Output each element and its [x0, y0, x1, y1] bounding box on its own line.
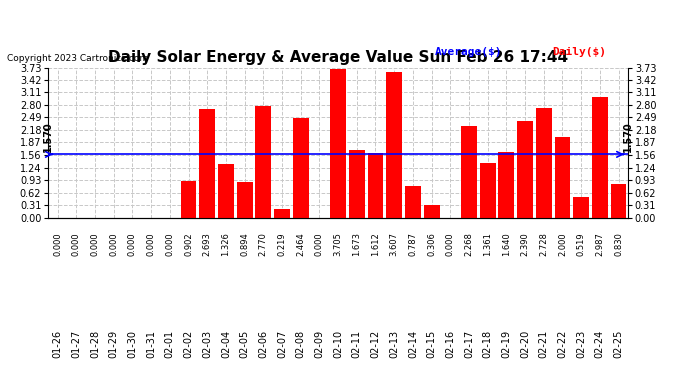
Bar [592, 98, 608, 218]
Text: 1.570: 1.570 [43, 122, 53, 152]
Text: 02-22: 02-22 [558, 330, 567, 358]
Title: Daily Solar Energy & Average Value Sun Feb 26 17:44: Daily Solar Energy & Average Value Sun F… [108, 50, 568, 65]
Bar [611, 184, 627, 218]
Bar [517, 122, 533, 218]
Text: 01-31: 01-31 [146, 330, 156, 358]
Bar [293, 118, 308, 218]
Bar [386, 72, 402, 217]
Text: 01-27: 01-27 [71, 330, 81, 358]
Bar [461, 126, 477, 218]
Text: 01-28: 01-28 [90, 330, 100, 358]
Text: 2.000: 2.000 [558, 232, 567, 256]
Bar [218, 164, 234, 218]
Text: 2.987: 2.987 [595, 232, 604, 256]
Text: 2.693: 2.693 [203, 232, 212, 256]
Text: 0.000: 0.000 [53, 232, 62, 256]
Text: 02-18: 02-18 [483, 330, 493, 358]
Bar [480, 163, 495, 218]
Text: 2.770: 2.770 [259, 232, 268, 256]
Text: 2.268: 2.268 [464, 232, 473, 256]
Text: 0.519: 0.519 [577, 232, 586, 256]
Text: 0.306: 0.306 [427, 232, 436, 256]
Text: 02-24: 02-24 [595, 330, 605, 358]
Text: 02-13: 02-13 [389, 330, 400, 358]
Text: 1.361: 1.361 [483, 232, 492, 256]
Text: 2.390: 2.390 [520, 232, 529, 256]
Text: 02-10: 02-10 [333, 330, 343, 358]
Text: 02-15: 02-15 [426, 330, 437, 358]
Text: 0.830: 0.830 [614, 232, 623, 256]
Text: 02-11: 02-11 [352, 330, 362, 358]
Text: 02-08: 02-08 [296, 330, 306, 358]
Text: 1.570: 1.570 [623, 122, 633, 152]
Bar [330, 69, 346, 218]
Bar [274, 209, 290, 218]
Bar [255, 106, 271, 218]
Text: 02-12: 02-12 [371, 330, 380, 358]
Text: 02-14: 02-14 [408, 330, 418, 358]
Text: 1.640: 1.640 [502, 232, 511, 256]
Text: 01-29: 01-29 [109, 330, 119, 358]
Text: 2.728: 2.728 [540, 232, 549, 256]
Text: Copyright 2023 Cartronics.com: Copyright 2023 Cartronics.com [7, 54, 148, 63]
Text: 01-26: 01-26 [52, 330, 63, 358]
Text: 02-23: 02-23 [576, 330, 586, 358]
Text: 02-09: 02-09 [315, 330, 324, 358]
Text: 0.787: 0.787 [408, 232, 417, 256]
Text: 2.464: 2.464 [296, 232, 305, 256]
Text: 0.000: 0.000 [109, 232, 118, 256]
Text: 02-16: 02-16 [445, 330, 455, 358]
Text: 02-02: 02-02 [184, 330, 193, 358]
Text: Daily($): Daily($) [552, 47, 606, 57]
Text: 02-07: 02-07 [277, 330, 287, 358]
Bar [424, 205, 440, 218]
Bar [405, 186, 421, 218]
Text: 0.000: 0.000 [72, 232, 81, 256]
Text: 0.902: 0.902 [184, 232, 193, 256]
Text: 02-21: 02-21 [539, 330, 549, 358]
Text: 02-05: 02-05 [239, 330, 250, 358]
Bar [536, 108, 552, 218]
Bar [181, 181, 197, 218]
Text: 02-04: 02-04 [221, 330, 231, 358]
Text: 0.000: 0.000 [315, 232, 324, 256]
Text: 1.326: 1.326 [221, 232, 230, 256]
Text: 0.000: 0.000 [147, 232, 156, 256]
Text: 02-20: 02-20 [520, 330, 530, 358]
Text: 02-01: 02-01 [165, 330, 175, 358]
Text: 02-25: 02-25 [613, 330, 624, 358]
Text: 1.673: 1.673 [353, 232, 362, 256]
Text: 0.000: 0.000 [90, 232, 99, 256]
Text: 02-19: 02-19 [502, 330, 511, 358]
Bar [498, 152, 514, 217]
Text: 01-30: 01-30 [128, 330, 137, 358]
Bar [349, 150, 365, 217]
Bar [237, 182, 253, 218]
Text: 02-03: 02-03 [202, 330, 213, 358]
Text: 02-06: 02-06 [258, 330, 268, 358]
Text: 0.000: 0.000 [128, 232, 137, 256]
Text: 02-17: 02-17 [464, 330, 474, 358]
Text: 0.000: 0.000 [166, 232, 175, 256]
Text: 1.612: 1.612 [371, 232, 380, 256]
Text: Average($): Average($) [435, 47, 502, 57]
Bar [199, 109, 215, 217]
Text: 0.894: 0.894 [240, 232, 249, 256]
Bar [368, 153, 384, 218]
Bar [573, 196, 589, 217]
Text: 0.000: 0.000 [446, 232, 455, 256]
Text: 0.219: 0.219 [277, 232, 286, 256]
Text: 3.607: 3.607 [390, 232, 399, 256]
Text: 3.705: 3.705 [333, 232, 343, 256]
Bar [555, 137, 571, 218]
